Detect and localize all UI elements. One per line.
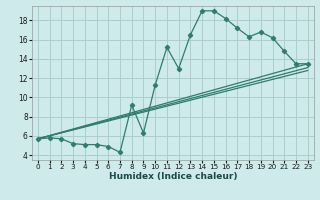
X-axis label: Humidex (Indice chaleur): Humidex (Indice chaleur) <box>108 172 237 181</box>
